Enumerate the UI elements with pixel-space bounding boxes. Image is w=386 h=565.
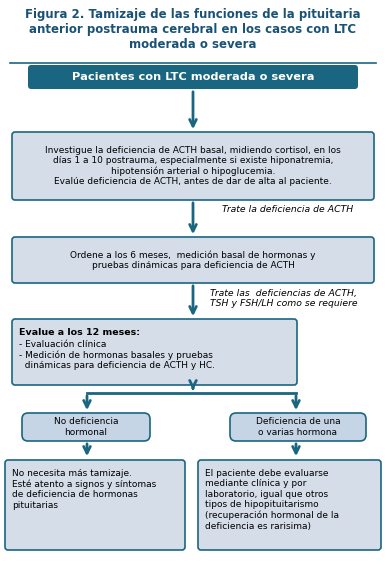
Text: Trate la deficiencia de ACTH: Trate la deficiencia de ACTH — [222, 205, 353, 214]
Text: No deficiencia
hormonal: No deficiencia hormonal — [54, 418, 118, 437]
Text: Figura 2. Tamizaje de las funciones de la pituitaria
anterior postrauma cerebral: Figura 2. Tamizaje de las funciones de l… — [25, 8, 361, 51]
FancyBboxPatch shape — [22, 413, 150, 441]
Text: Pacientes con LTC moderada o severa: Pacientes con LTC moderada o severa — [72, 72, 314, 82]
Text: No necesita más tamizaje.
Esté atento a signos y síntomas
de deficiencia de horm: No necesita más tamizaje. Esté atento a … — [12, 469, 156, 510]
FancyBboxPatch shape — [198, 460, 381, 550]
FancyBboxPatch shape — [12, 132, 374, 200]
FancyBboxPatch shape — [28, 65, 358, 89]
Text: Ordene a los 6 meses,  medición basal de hormonas y
pruebas dinámicas para defic: Ordene a los 6 meses, medición basal de … — [70, 250, 316, 270]
FancyBboxPatch shape — [230, 413, 366, 441]
Text: Investigue la deficiencia de ACTH basal, midiendo cortisol, en los
días 1 a 10 p: Investigue la deficiencia de ACTH basal,… — [45, 146, 341, 186]
Text: - Evaluación clínica
- Medición de hormonas basales y pruebas
  dinámicas para d: - Evaluación clínica - Medición de hormo… — [19, 340, 215, 371]
FancyBboxPatch shape — [5, 460, 185, 550]
FancyBboxPatch shape — [12, 237, 374, 283]
Text: Evalue a los 12 meses:: Evalue a los 12 meses: — [19, 328, 140, 337]
Text: Trate las  deficiencias de ACTH,
TSH y FSH/LH como se requiere: Trate las deficiencias de ACTH, TSH y FS… — [210, 289, 357, 308]
FancyBboxPatch shape — [12, 319, 297, 385]
Text: Deficiencia de una
o varias hormona: Deficiencia de una o varias hormona — [256, 418, 340, 437]
Text: El paciente debe evaluarse
mediante clínica y por
laboratorio, igual que otros
t: El paciente debe evaluarse mediante clín… — [205, 469, 339, 531]
